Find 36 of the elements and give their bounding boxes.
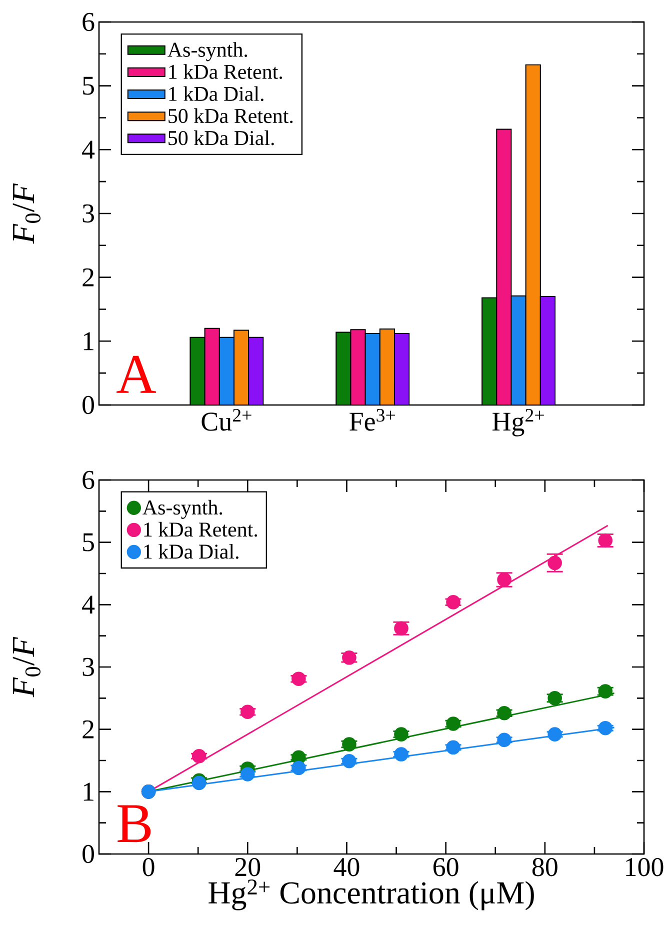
x-tick-label: 80: [532, 858, 558, 876]
legend-label: 50 kDa Dial.: [168, 130, 274, 146]
annotation: A: [116, 356, 156, 393]
y-tick-label: 4: [82, 596, 95, 614]
x-tick-label: Cu$^{2+}$: [202, 408, 252, 431]
y-tick-label: 6: [82, 12, 94, 32]
legend-label: 1 kDa Retent.: [144, 522, 258, 537]
legend-label: 1 kDa Dial.: [144, 544, 238, 559]
y-tick-label: 6: [82, 470, 94, 490]
x-tick-label: 20: [235, 858, 260, 876]
y-tick-label: 0: [82, 396, 94, 414]
y-tick-label: 2: [82, 268, 94, 286]
x-axis-title: Hg$^{2+}$ Concentration (μM): [208, 880, 534, 910]
y-tick-label: 0: [82, 844, 94, 864]
y-tick-label: 5: [83, 533, 94, 552]
legend-label: 1 kDa Retent.: [169, 64, 282, 80]
legend-label: 1 kDa Dial.: [169, 86, 264, 102]
y-tick-label: 5: [83, 76, 94, 95]
x-tick-label: 100: [626, 858, 664, 876]
x-tick-label: 60: [433, 858, 458, 876]
x-tick-label: 0: [142, 858, 154, 876]
y-tick-label: 1: [84, 782, 94, 801]
x-tick-label: Fe$^{3+}$: [350, 408, 395, 431]
x-tick-label: Hg$^{2+}$: [492, 408, 544, 436]
y-tick-label: 4: [82, 140, 95, 159]
y-tick-label: 2: [82, 720, 94, 738]
legend-label: As-synth.: [168, 42, 248, 62]
legend-label: As-synth.: [142, 500, 222, 519]
y-tick-label: 3: [82, 204, 94, 223]
y-axis-title: F$_{0}$/F: [12, 183, 41, 244]
y-tick-label: 3: [82, 658, 94, 676]
y-tick-label: 1: [84, 332, 94, 350]
x-tick-label: 40: [334, 858, 360, 876]
annotation: B: [118, 805, 151, 842]
legend-label: 50 kDa Retent.: [168, 108, 293, 124]
y-axis-title: F$_{0}$/F: [12, 636, 41, 698]
